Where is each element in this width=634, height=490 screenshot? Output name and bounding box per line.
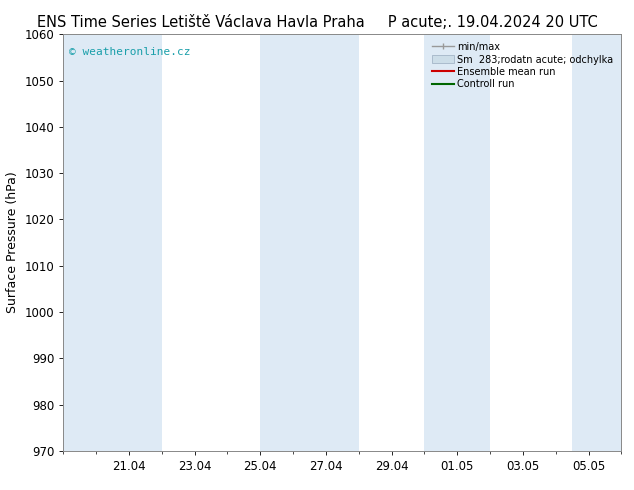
Text: © weatheronline.cz: © weatheronline.cz bbox=[69, 47, 190, 57]
Y-axis label: Surface Pressure (hPa): Surface Pressure (hPa) bbox=[6, 172, 19, 314]
Text: ENS Time Series Letiště Václava Havla Praha     P acute;. 19.04.2024 20 UTC: ENS Time Series Letiště Václava Havla Pr… bbox=[37, 15, 597, 30]
Bar bbox=[572, 34, 621, 451]
Bar bbox=[424, 34, 490, 451]
Bar bbox=[63, 34, 162, 451]
Legend: min/max, Sm  283;rodatn acute; odchylka, Ensemble mean run, Controll run: min/max, Sm 283;rodatn acute; odchylka, … bbox=[429, 39, 616, 92]
Bar bbox=[261, 34, 359, 451]
